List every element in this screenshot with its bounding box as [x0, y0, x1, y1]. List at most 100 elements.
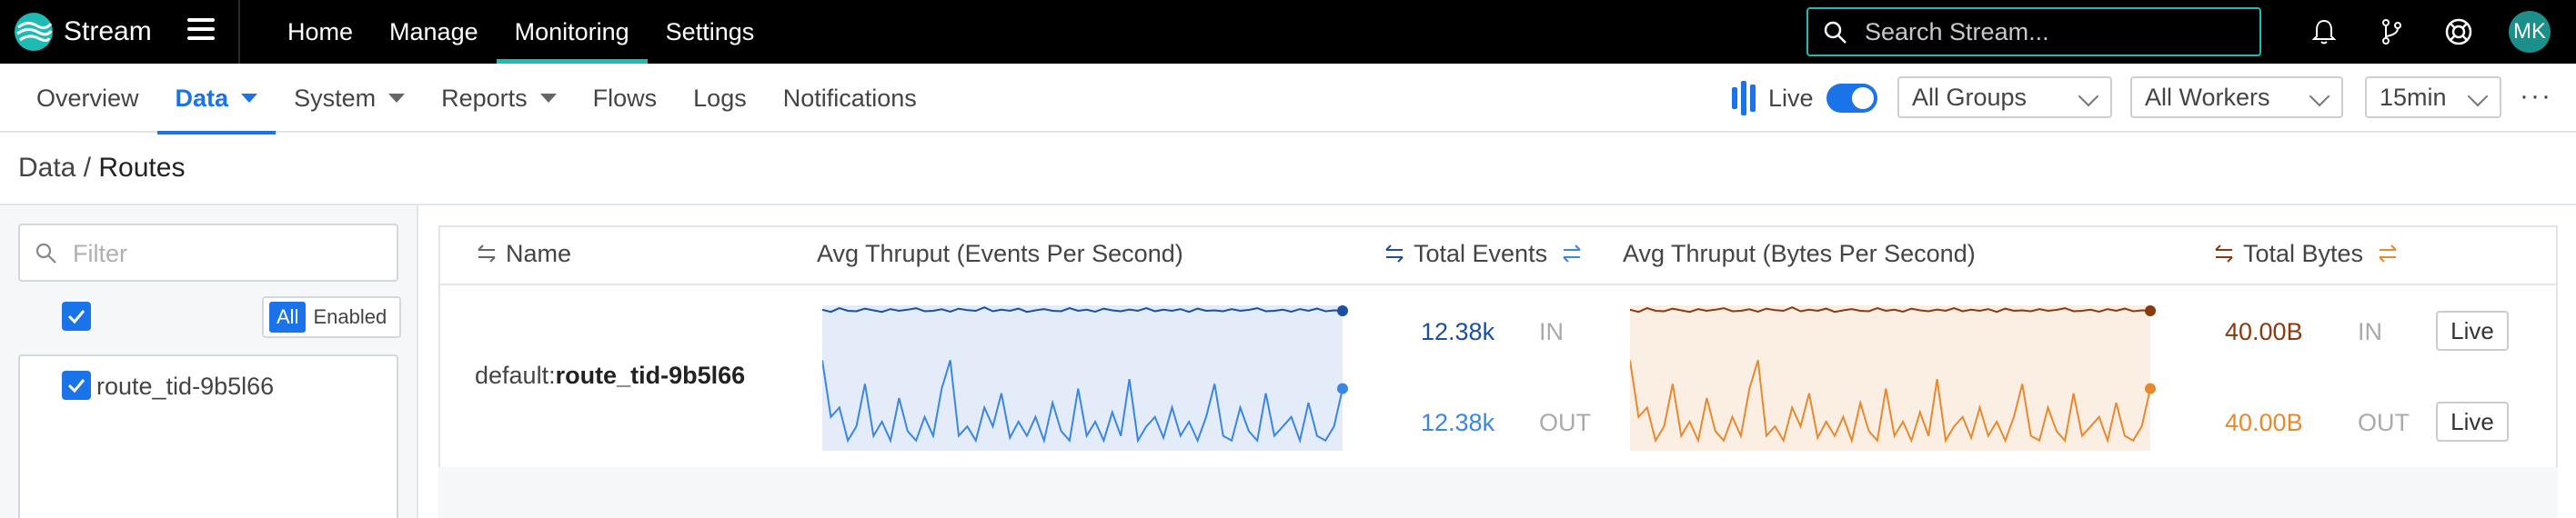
menu-icon[interactable]	[187, 18, 215, 44]
column-header-avg-eps: Avg Thruput (Events Per Second)	[817, 240, 1183, 267]
column-header-label: Avg Thruput (Events Per Second)	[817, 239, 1183, 267]
checkmark-icon	[67, 310, 86, 324]
nav-settings[interactable]: Settings	[665, 17, 755, 45]
section-tabs: Overview Data System Reports Flows Logs …	[18, 64, 935, 134]
more-options-icon[interactable]: ···	[2520, 81, 2552, 111]
filter-input[interactable]	[73, 236, 382, 271]
route-name-prefix: default:	[475, 362, 556, 389]
groups-select-value: All Groups	[1912, 83, 2028, 111]
caret-down-icon	[539, 94, 557, 103]
swap-icon[interactable]	[2376, 242, 2400, 265]
sort-icon	[2215, 244, 2233, 263]
help-lifebuoy-icon[interactable]	[2443, 16, 2474, 47]
chevron-down-icon	[2467, 85, 2489, 107]
toggle-enabled[interactable]: Enabled	[313, 305, 387, 328]
tab-label: System	[294, 84, 377, 112]
events-sparkline	[822, 305, 1348, 451]
column-header-avg-bps: Avg Thruput (Bytes Per Second)	[1623, 240, 1976, 267]
nav-monitoring[interactable]: Monitoring	[496, 0, 648, 64]
live-in-button[interactable]: Live	[2436, 311, 2509, 351]
tab-label: Flows	[592, 84, 658, 112]
tab-label: Notifications	[782, 84, 917, 112]
sort-icon	[478, 244, 496, 263]
tab-label: Data	[175, 84, 229, 112]
top-bar: Stream Home Manage Monitoring Settings M…	[0, 0, 2576, 64]
tab-overview[interactable]: Overview	[18, 64, 157, 133]
workers-select-value: All Workers	[2145, 83, 2270, 111]
time-range-value: 15min	[2380, 83, 2447, 111]
search-icon	[1824, 21, 1846, 44]
search-input[interactable]	[1865, 15, 2247, 49]
route-name: route_tid-9b5l66	[555, 362, 746, 389]
all-enabled-toggle: All Enabled	[262, 296, 402, 338]
bell-icon[interactable]	[2309, 16, 2340, 47]
total-bytes-in: 40.00B	[2225, 318, 2303, 345]
caret-down-icon	[388, 94, 406, 103]
column-header-total-events[interactable]: Total Events	[1383, 240, 1584, 267]
events-in-line-endpoint	[1337, 305, 1348, 316]
divider	[0, 204, 2576, 205]
swap-icon[interactable]	[1560, 242, 1584, 265]
out-label: OUT	[1539, 409, 1591, 436]
events-out-line	[822, 360, 1343, 444]
route-list-item-label[interactable]: route_tid-9b5l66	[96, 373, 275, 400]
tab-reports[interactable]: Reports	[423, 64, 575, 133]
bytes-in-line-endpoint	[2145, 305, 2156, 316]
nav-home[interactable]: Home	[287, 17, 354, 45]
sub-nav: Overview Data System Reports Flows Logs …	[0, 64, 2576, 134]
tab-label: Reports	[441, 84, 528, 112]
breadcrumb-current: Routes	[98, 153, 186, 183]
column-header-label: Total Events	[1414, 239, 1548, 267]
git-branch-icon[interactable]	[2376, 16, 2407, 47]
live-toggle[interactable]	[1826, 84, 1877, 113]
search-icon	[35, 243, 56, 264]
events-area-fill	[822, 305, 1343, 451]
breadcrumb-parent[interactable]: Data	[18, 153, 76, 183]
tab-label: Logs	[693, 84, 747, 112]
stream-logo[interactable]: Stream	[13, 11, 152, 53]
bytes-sparkline	[1630, 305, 2156, 451]
bytes-out-line-endpoint	[2145, 383, 2156, 394]
in-label: IN	[1539, 318, 1564, 345]
column-header-name[interactable]: Name	[475, 240, 571, 267]
route-checkbox[interactable]	[62, 371, 91, 400]
table-footer-area	[438, 467, 2558, 518]
live-label: Live	[1768, 84, 1814, 112]
total-events-in: 12.38k	[1421, 318, 1495, 345]
tab-flows[interactable]: Flows	[575, 64, 676, 133]
select-all-checkbox[interactable]	[62, 302, 91, 331]
toggle-all[interactable]: All	[269, 302, 307, 333]
nav-manage[interactable]: Manage	[389, 17, 478, 45]
column-header-label: Total Bytes	[2243, 239, 2364, 267]
global-search[interactable]	[1806, 7, 2261, 56]
tab-system[interactable]: System	[276, 64, 423, 133]
bytes-out-line	[1630, 360, 2151, 444]
bytes-in-line	[1630, 306, 2151, 314]
groups-select[interactable]: All Groups	[1897, 76, 2112, 118]
column-header-label: Name	[506, 239, 572, 267]
tab-data[interactable]: Data	[156, 64, 277, 134]
user-avatar[interactable]: MK	[2509, 11, 2551, 53]
total-bytes-out: 40.00B	[2225, 409, 2303, 436]
time-range-select[interactable]: 15min	[2365, 76, 2501, 118]
column-header-total-bytes[interactable]: Total Bytes	[2212, 240, 2400, 267]
checkmark-icon	[67, 379, 86, 393]
divider	[238, 0, 240, 64]
tab-label: Overview	[36, 84, 139, 112]
total-events-out: 12.38k	[1421, 409, 1495, 436]
tab-logs[interactable]: Logs	[675, 64, 765, 133]
column-header-label: Avg Thruput (Bytes Per Second)	[1623, 239, 1976, 267]
caret-down-icon	[241, 94, 258, 103]
route-name-cell[interactable]: default:route_tid-9b5l66	[475, 362, 745, 390]
top-nav: Home Manage Monitoring Settings	[269, 0, 772, 64]
sort-icon	[1385, 244, 1404, 263]
tab-notifications[interactable]: Notifications	[765, 64, 935, 133]
workers-select[interactable]: All Workers	[2130, 76, 2343, 118]
in-label: IN	[2358, 318, 2382, 345]
filter-box[interactable]	[18, 224, 398, 282]
divider	[440, 284, 2556, 285]
live-out-button[interactable]: Live	[2436, 402, 2509, 442]
stream-logo-icon	[15, 13, 53, 51]
bytes-area-fill	[1630, 305, 2150, 451]
chevron-down-icon	[2309, 85, 2330, 107]
